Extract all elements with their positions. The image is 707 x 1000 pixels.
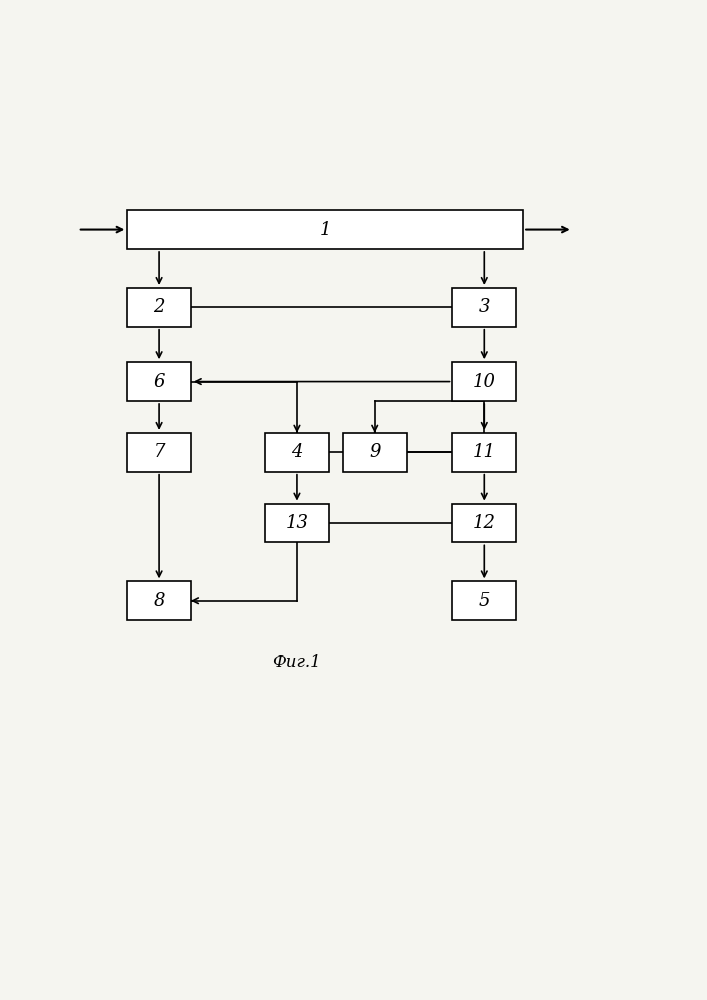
FancyBboxPatch shape xyxy=(127,433,191,472)
Text: 8: 8 xyxy=(153,592,165,610)
Text: 2: 2 xyxy=(153,298,165,316)
Text: 4: 4 xyxy=(291,443,303,461)
Text: 3: 3 xyxy=(479,298,490,316)
Text: 13: 13 xyxy=(286,514,308,532)
FancyBboxPatch shape xyxy=(127,581,191,620)
FancyBboxPatch shape xyxy=(127,210,523,249)
FancyBboxPatch shape xyxy=(452,504,516,542)
Text: 5: 5 xyxy=(479,592,490,610)
FancyBboxPatch shape xyxy=(343,433,407,472)
FancyBboxPatch shape xyxy=(127,362,191,401)
Text: 1: 1 xyxy=(320,221,331,239)
Text: Фиг.1: Фиг.1 xyxy=(273,654,321,671)
Text: 9: 9 xyxy=(369,443,380,461)
Text: 10: 10 xyxy=(473,373,496,391)
FancyBboxPatch shape xyxy=(265,433,329,472)
Text: 11: 11 xyxy=(473,443,496,461)
Text: 6: 6 xyxy=(153,373,165,391)
FancyBboxPatch shape xyxy=(452,581,516,620)
FancyBboxPatch shape xyxy=(452,433,516,472)
FancyBboxPatch shape xyxy=(127,288,191,327)
FancyBboxPatch shape xyxy=(265,504,329,542)
FancyBboxPatch shape xyxy=(452,362,516,401)
FancyBboxPatch shape xyxy=(452,288,516,327)
Text: 12: 12 xyxy=(473,514,496,532)
Text: 7: 7 xyxy=(153,443,165,461)
